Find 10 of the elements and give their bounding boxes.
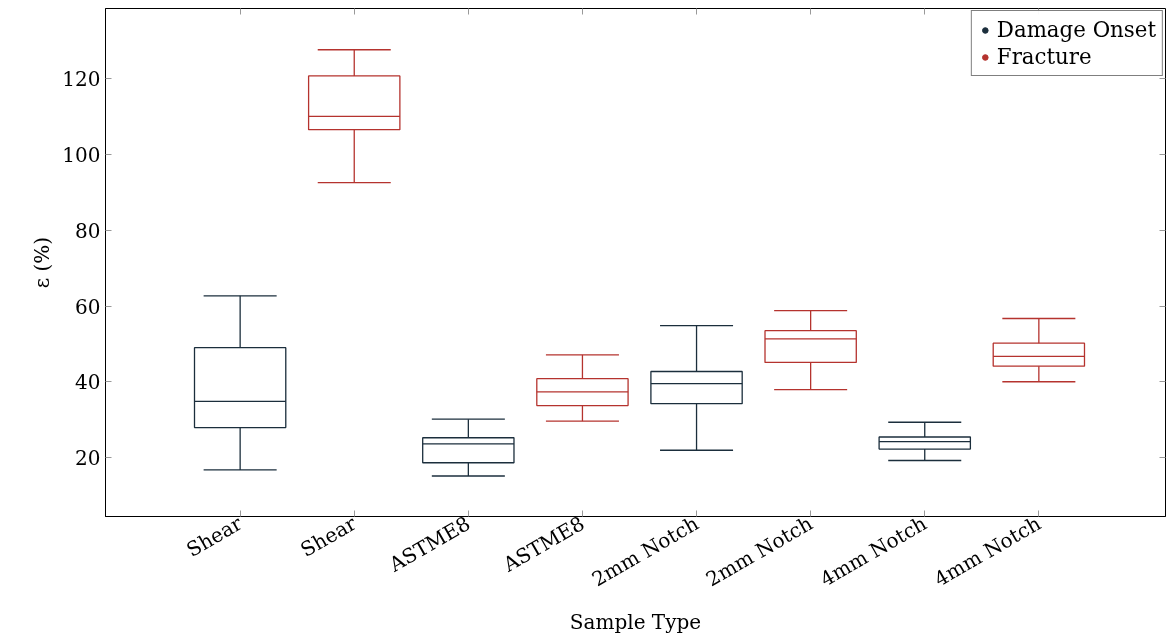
legend-label: Fracture <box>996 44 1092 69</box>
y-tick-label: 60 <box>75 294 101 319</box>
y-axis-title: ε (%) <box>30 236 55 289</box>
y-tick-label: 80 <box>75 218 101 243</box>
y-tick-label: 40 <box>75 370 101 395</box>
legend-label: Damage Onset <box>996 17 1156 42</box>
y-tick-label: 20 <box>75 445 101 470</box>
y-tick-label: 100 <box>62 143 101 168</box>
y-tick-label: 120 <box>62 67 101 92</box>
x-axis-title: Sample Type <box>569 609 702 634</box>
